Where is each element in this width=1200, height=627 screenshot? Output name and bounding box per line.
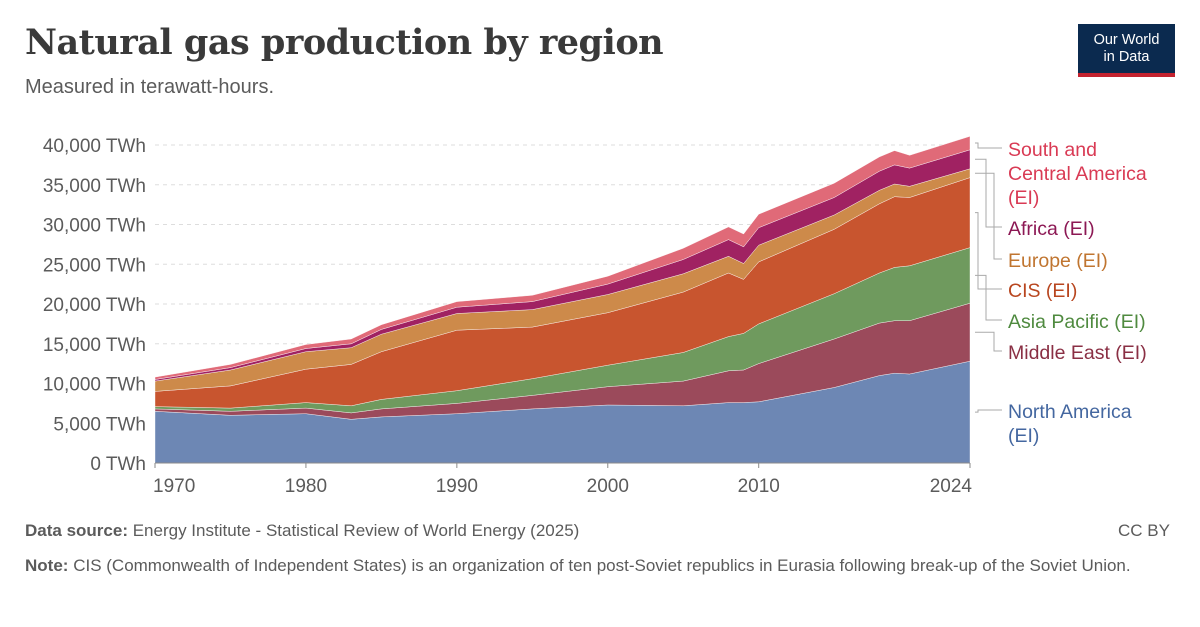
- legend-connector: [975, 142, 1002, 149]
- note-text: CIS (Commonwealth of Independent States)…: [73, 556, 1131, 575]
- license-link[interactable]: CC BY: [1118, 521, 1170, 540]
- owid-logo[interactable]: Our World in Data: [1078, 24, 1175, 77]
- legend-connector: [975, 331, 1002, 352]
- legend-connector: [975, 172, 1002, 260]
- x-axis: 1970 1980 1990 2000 2010 2024: [153, 462, 973, 497]
- source-text[interactable]: Energy Institute - Statistical Review of…: [132, 521, 580, 540]
- legend-label[interactable]: (EI): [1008, 425, 1039, 447]
- chart-subtitle: Measured in terawatt-hours.: [25, 76, 275, 98]
- data-source: Data source: Energy Institute - Statisti…: [25, 521, 579, 541]
- legend-label[interactable]: CIS (EI): [1008, 280, 1077, 302]
- y-axis: 0 TWh 5,000 TWh 10,000 TWh 15,000 TWh 20,000…: [43, 136, 146, 475]
- x-tick-label: 1980: [285, 476, 327, 497]
- x-tick-label: 2000: [587, 476, 629, 497]
- legend-label[interactable]: South and: [1008, 139, 1097, 161]
- area-layer: [154, 136, 971, 464]
- x-tick-label: 2024: [930, 476, 973, 497]
- legend-label[interactable]: (EI): [1008, 187, 1039, 209]
- x-tick-label: 2010: [738, 476, 780, 497]
- y-tick-label: 15,000 TWh: [43, 335, 146, 356]
- legend-connector: [975, 409, 1002, 413]
- y-tick-label: 0 TWh: [90, 454, 146, 475]
- legend-connector: [975, 274, 1002, 321]
- chart-title: Natural gas production by region: [25, 22, 664, 63]
- legend-label[interactable]: Africa (EI): [1008, 218, 1095, 240]
- legend-label[interactable]: Europe (EI): [1008, 250, 1108, 272]
- y-tick-label: 30,000 TWh: [43, 216, 146, 237]
- legend-label[interactable]: Central America: [1008, 163, 1147, 185]
- legend-label[interactable]: Asia Pacific (EI): [1008, 311, 1146, 333]
- legend-label[interactable]: North America: [1008, 401, 1132, 423]
- y-tick-label: 35,000 TWh: [43, 176, 146, 197]
- y-tick-label: 40,000 TWh: [43, 136, 146, 157]
- area-south-and-central-america[interactable]: [154, 136, 971, 380]
- legend-connector: [975, 212, 1002, 290]
- note: Note: CIS (Commonwealth of Independent S…: [25, 554, 1135, 578]
- y-tick-label: 5,000 TWh: [53, 414, 146, 435]
- logo-line-1: Our World: [1093, 32, 1160, 48]
- logo-line-2: in Data: [1103, 49, 1150, 65]
- note-label: Note:: [25, 556, 69, 575]
- y-tick-label: 20,000 TWh: [43, 295, 146, 316]
- source-label: Data source:: [25, 521, 128, 540]
- y-tick-label: 25,000 TWh: [43, 255, 146, 276]
- x-tick-label: 1990: [436, 476, 478, 497]
- x-tick-label: 1970: [153, 476, 195, 497]
- legend-connector: [975, 158, 1002, 228]
- y-tick-label: 10,000 TWh: [43, 375, 146, 396]
- legend-label[interactable]: Middle East (EI): [1008, 342, 1147, 364]
